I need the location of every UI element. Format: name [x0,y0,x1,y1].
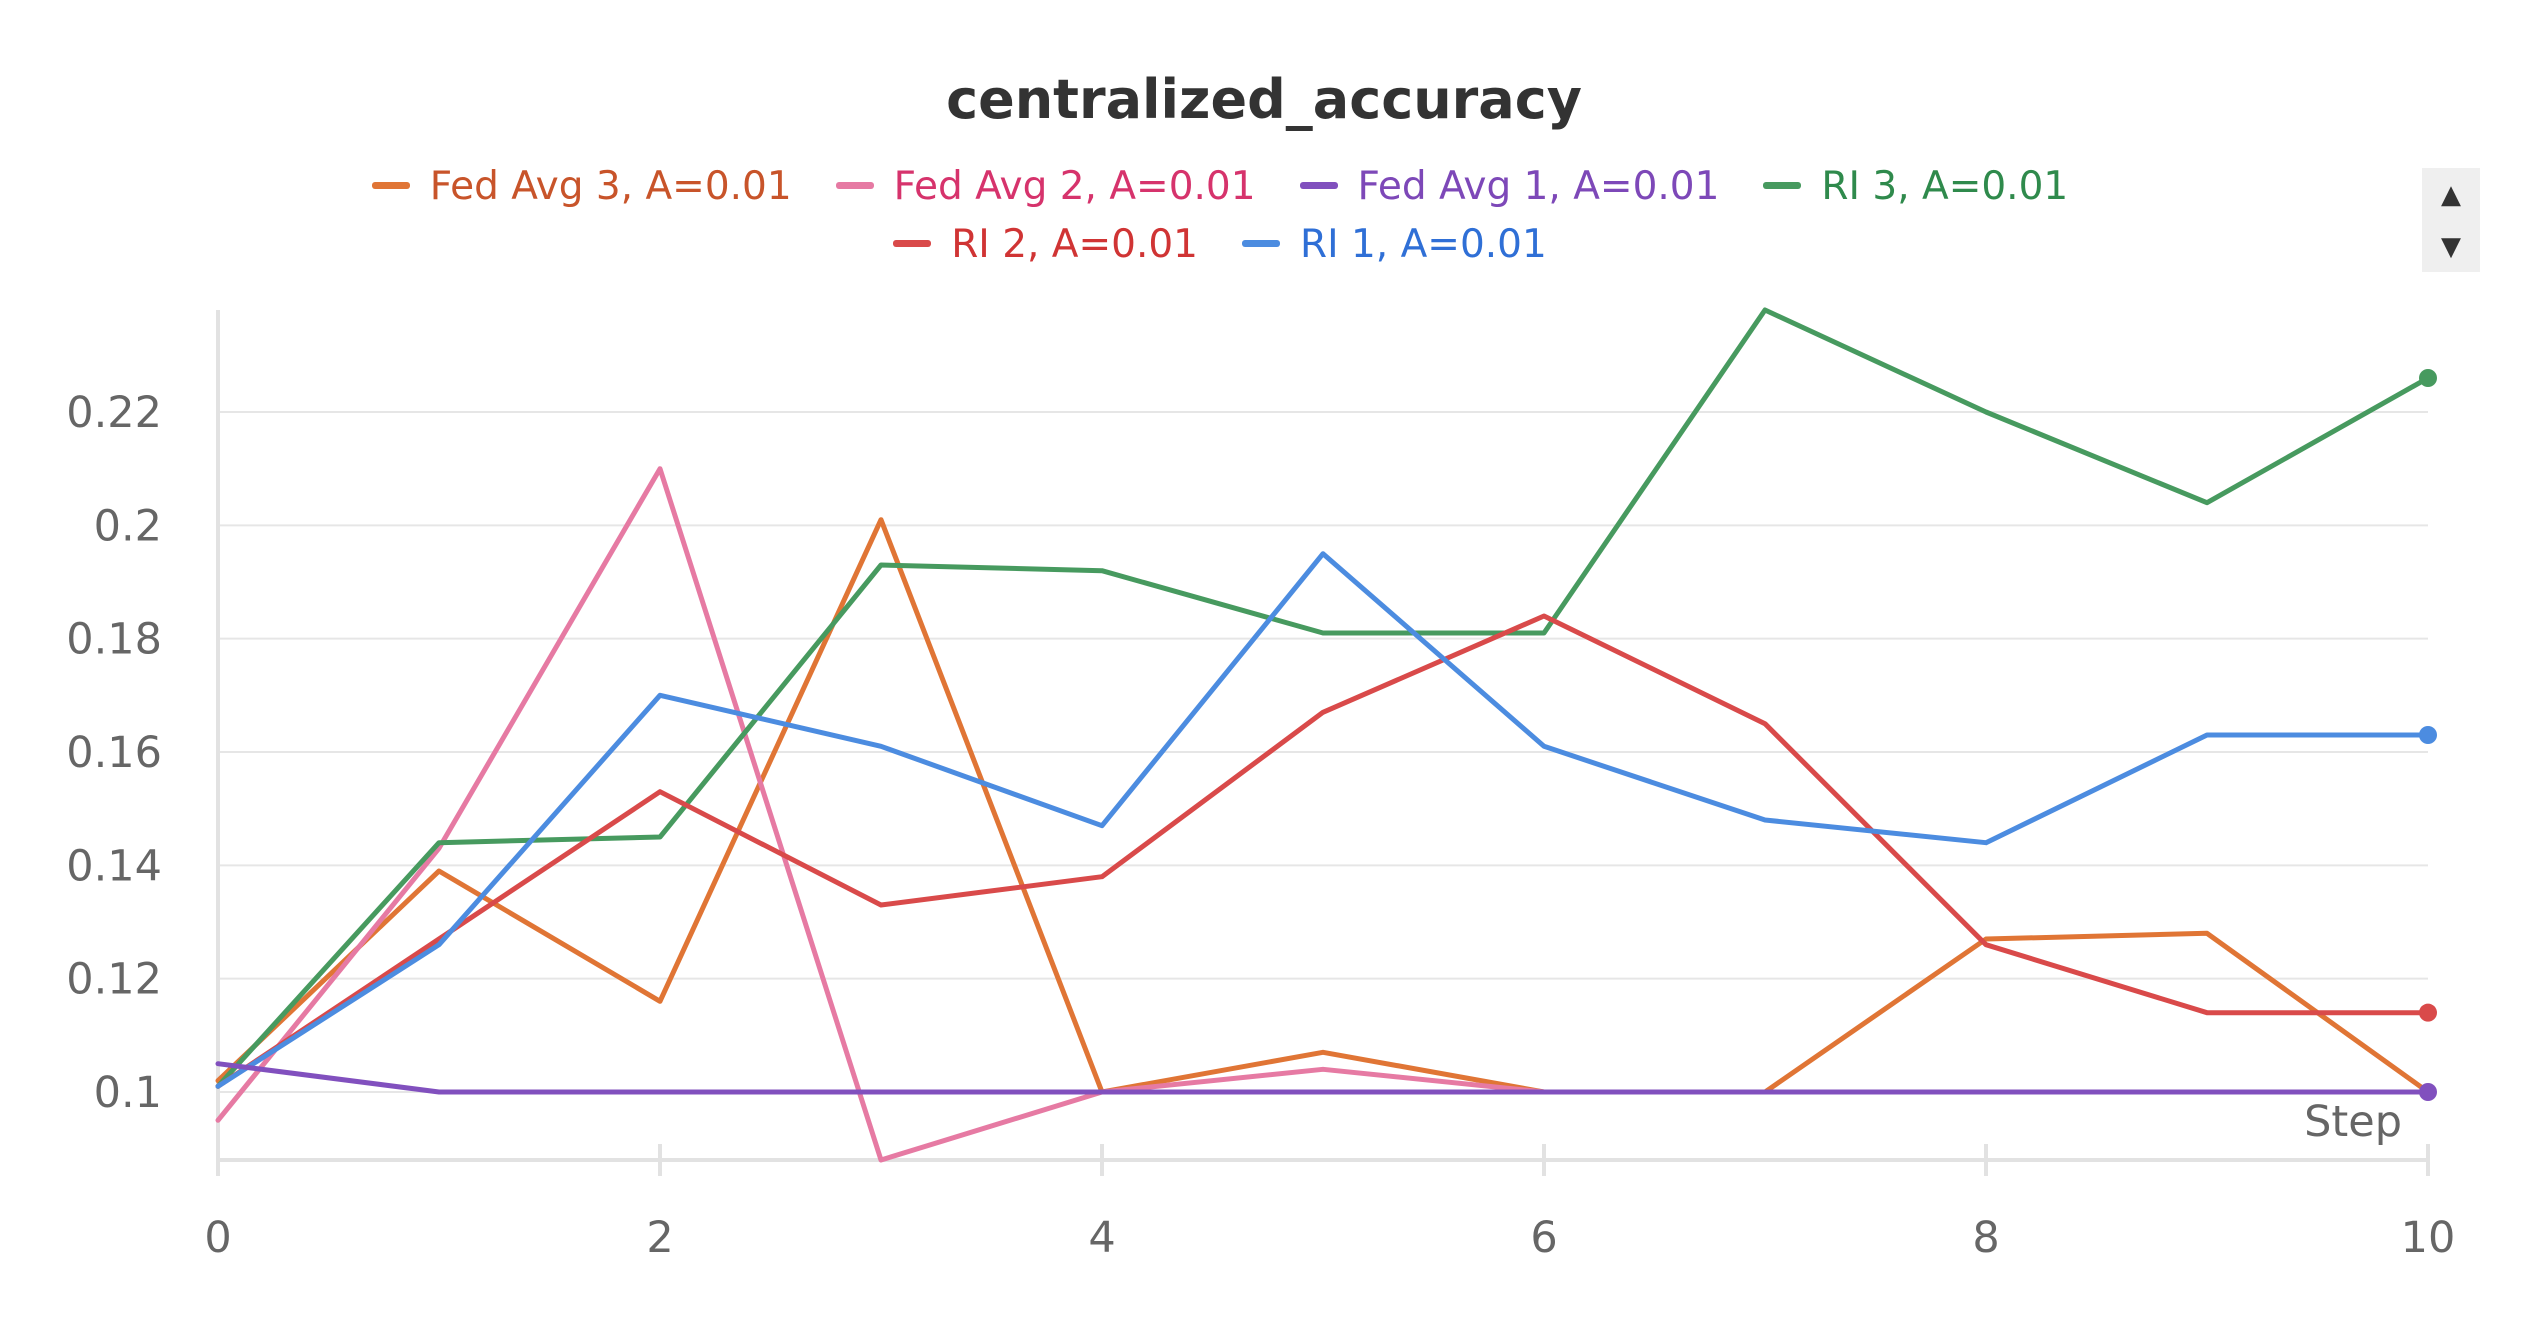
data-point [1541,743,1547,749]
data-point [1541,1089,1547,1095]
data-point [1320,630,1326,636]
y-tick-label: 0.2 [94,501,162,551]
x-tick-label: 4 [1088,1213,1115,1263]
axes [216,310,2430,1176]
y-tick-label: 0.16 [66,728,162,778]
data-point [436,942,442,948]
data-point [657,789,663,795]
data-point [436,1089,442,1095]
data-point [436,868,442,874]
data-point [215,1117,221,1123]
series-line [215,517,2431,1095]
data-point [878,1157,884,1163]
data-point [1983,409,1989,415]
y-tick-label: 0.18 [66,615,162,665]
y-tick-label: 0.14 [66,841,162,891]
data-point [657,1089,663,1095]
data-point [1762,307,1768,313]
y-tick-label: 0.12 [66,955,162,1005]
series-line [215,466,2431,1163]
triangle-up-icon[interactable]: ▲ [2441,180,2461,210]
x-tick-label: 2 [646,1213,673,1263]
legend-swatch [1242,240,1280,247]
legend-label: RI 3, A=0.01 [1821,164,2069,209]
legend-swatch [371,182,410,189]
tick-labels: 0.1 0.12 0.14 0.16 0.18 0.2 0.22 0 2 4 6 8 10 Step [66,388,2455,1263]
legend-item[interactable]: RI 3, A=0.01 [1763,158,2068,216]
legend-item[interactable]: RI 2, A=0.01 [893,216,1198,274]
data-point [1320,709,1326,715]
y-tick-label: 0.1 [94,1068,162,1118]
data-point [2204,1010,2210,1016]
data-point [2204,930,2210,936]
data-point [1983,840,1989,846]
series-end-marker [2419,369,2437,387]
legend-swatch [893,240,932,247]
data-point [2204,1089,2210,1095]
data-point [657,692,663,698]
data-point [1320,551,1326,557]
data-point [1983,1089,1989,1095]
data-point [657,834,663,840]
data-point [1762,721,1768,727]
data-point [878,743,884,749]
data-point [878,562,884,568]
data-point [2204,732,2210,738]
series-line [215,551,2431,1089]
legend-item[interactable]: RI 1, A=0.01 [1242,216,1547,274]
legend-label: RI 1, A=0.01 [1300,222,1547,267]
series-end-marker [2419,726,2437,744]
x-tick-label: 10 [2401,1213,2456,1263]
x-axis-label: Step [2304,1097,2402,1147]
data-point [1320,1049,1326,1055]
data-point [215,1083,221,1089]
series-line [215,307,2431,1089]
data-point [1099,874,1105,880]
legend-swatch [1299,182,1338,189]
data-point [1762,817,1768,823]
x-tick-label: 0 [204,1213,231,1263]
data-point [878,902,884,908]
data-point [215,1061,221,1067]
legend-swatch [835,182,874,189]
legend-label: RI 2, A=0.01 [951,222,1198,267]
triangle-down-icon[interactable]: ▼ [2441,232,2461,262]
data-point [436,840,442,846]
data-point [1541,613,1547,619]
y-tick-label: 0.22 [66,388,162,438]
series-end-marker [2419,1083,2437,1101]
data-point [1320,1089,1326,1095]
data-point [2204,500,2210,506]
legend-item[interactable]: Fed Avg 1, A=0.01 [1299,158,1720,216]
legend-scroll-control: ▲ ▼ [2422,168,2480,272]
data-point [657,466,663,472]
series-lines [215,307,2431,1163]
x-tick-label: 8 [1972,1213,1999,1263]
legend-label: Fed Avg 2, A=0.01 [893,164,1256,209]
series-end-marker [2419,1003,2437,1022]
legend-item[interactable]: Fed Avg 2, A=0.01 [835,158,1256,216]
end-markers [2419,369,2437,1101]
data-point [1983,942,1989,948]
data-point [1762,1089,1768,1095]
grid-lines [218,411,2428,1093]
series-line [215,1061,2431,1095]
chart-title: centralized_accuracy [946,68,1582,131]
legend-label: Fed Avg 3, A=0.01 [429,164,792,209]
legend-label: Fed Avg 1, A=0.01 [1357,164,1720,209]
x-tick-label: 6 [1530,1213,1557,1263]
legend-item[interactable]: Fed Avg 3, A=0.01 [371,158,792,216]
data-point [1099,568,1105,574]
legend-swatch [1763,182,1802,189]
data-point [1541,630,1547,636]
data-point [657,998,663,1004]
data-point [1320,1066,1326,1072]
series-line [215,613,2431,1089]
data-point [878,517,884,523]
data-point [1099,823,1105,829]
legend: Fed Avg 3, A=0.01 Fed Avg 2, A=0.01 Fed Av… [200,158,2240,274]
data-point [1099,1089,1105,1095]
data-point [878,1089,884,1095]
